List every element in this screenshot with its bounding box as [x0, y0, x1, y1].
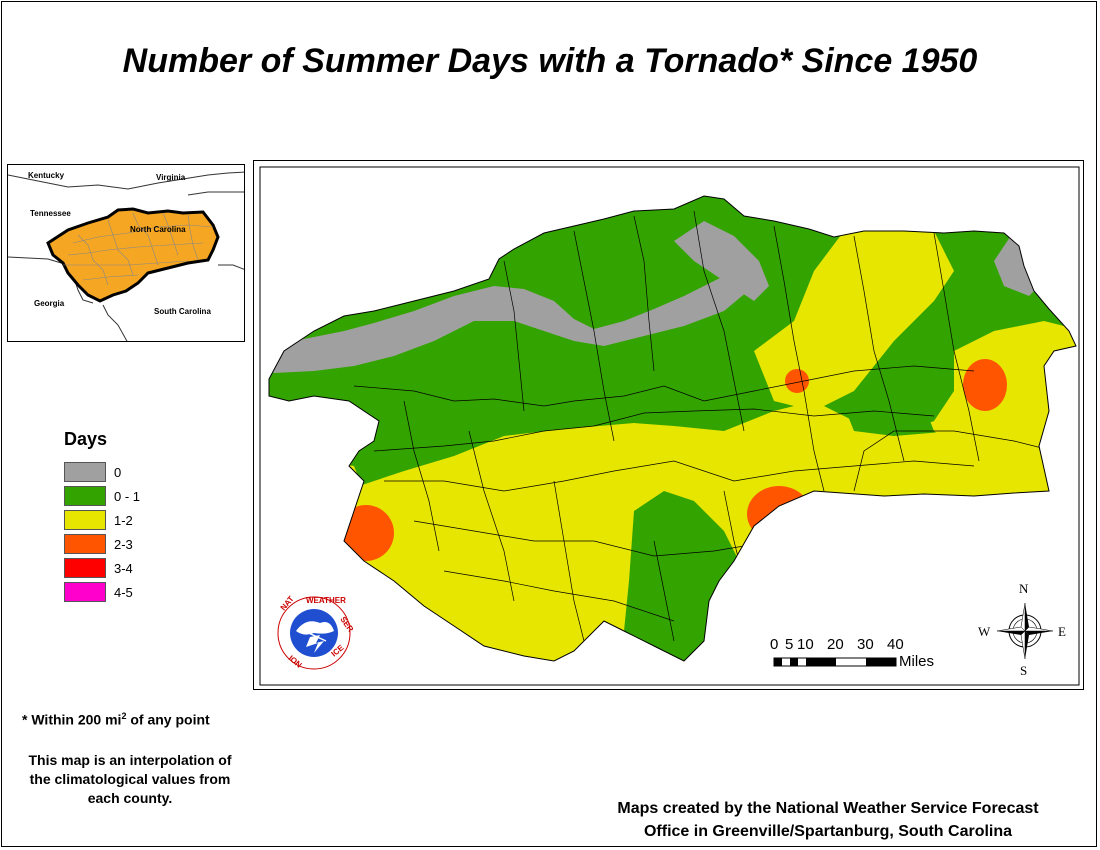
legend-label: 1-2 [114, 513, 133, 528]
inset-highlight-region [46, 207, 220, 303]
inset-label-kentucky: Kentucky [28, 171, 65, 180]
interpolation-note: This map is an interpolation of the clim… [10, 751, 250, 808]
compass-n-label: N [1019, 581, 1029, 596]
compass-w-label: W [978, 624, 991, 639]
scale-bar [773, 657, 897, 667]
legend-swatch [64, 582, 106, 602]
legend-swatch [64, 486, 106, 506]
main-map-svg: NAT WEATHER SER ION ICE [259, 166, 1080, 686]
scale-tick-10: 10 [797, 636, 814, 653]
legend-label: 0 [114, 465, 122, 480]
footnote-suffix: of any point [126, 711, 210, 728]
legend-swatch [64, 558, 106, 578]
interpolation-note-line2: the climatological values from [29, 771, 231, 787]
footnote-sup: 2 [121, 711, 127, 721]
legend-swatch [64, 534, 106, 554]
credit-line1: Maps created by the National Weather Ser… [617, 800, 1039, 817]
inset-label-georgia: Georgia [34, 299, 65, 308]
legend-label: 0 - 1 [114, 489, 141, 504]
credit-line2: Office in Greenville/Spartanburg, South … [643, 823, 1013, 840]
interpolation-note-line1: This map is an interpolation of [28, 752, 232, 768]
zone-0-days-west [269, 266, 754, 373]
compass-e-label: E [1058, 624, 1066, 639]
inset-map-svg [8, 171, 244, 341]
legend-swatch [64, 462, 106, 482]
zone-0-days-north [674, 221, 769, 301]
region-outline [268, 195, 1077, 662]
legend-label: 4-5 [114, 585, 133, 600]
scale-tick-30: 30 [857, 636, 874, 653]
inset-locator-map: Kentucky Virginia Tennessee North Caroli… [7, 164, 245, 342]
compass-rose [996, 602, 1054, 660]
scale-bar-unit: Miles [899, 653, 935, 670]
inset-county-lines [63, 212, 214, 286]
compass-s-label: S [1020, 663, 1028, 678]
footnote: * Within 200 mi2 of any point [22, 711, 210, 728]
scale-tick-40: 40 [887, 636, 904, 653]
legend-label: 2-3 [114, 537, 133, 552]
inset-label-virginia: Virginia [156, 173, 186, 182]
inset-label-north-carolina: North Carolina [130, 225, 186, 234]
legend-title: Days [64, 429, 108, 449]
nws-logo: NAT WEATHER SER ION ICE [277, 594, 355, 670]
main-map: NAT WEATHER SER ION ICE [253, 160, 1084, 690]
svg-text:WEATHER: WEATHER [306, 596, 346, 605]
county-boundaries [353, 210, 1055, 642]
scale-tick-20: 20 [827, 636, 844, 653]
inset-label-south-carolina: South Carolina [154, 307, 211, 316]
zone-1-2-days-east [754, 221, 954, 411]
inset-label-tennessee: Tennessee [30, 209, 71, 218]
legend-swatch [64, 510, 106, 530]
legend-label: 3-4 [114, 561, 133, 576]
zone-0-1-days-east-band [844, 331, 954, 436]
footnote-prefix: * Within 200 mi [22, 711, 122, 728]
credit: Maps created by the National Weather Ser… [560, 797, 1096, 843]
zone-2-3-days-west [338, 505, 394, 561]
scale-tick-0: 0 [770, 636, 779, 653]
zone-2-3-days-central [747, 486, 811, 542]
map-title: Number of Summer Days with a Tornado* Si… [122, 42, 978, 80]
scale-tick-5: 5 [785, 636, 794, 653]
interpolation-note-line3: each county. [87, 790, 173, 806]
zone-2-3-days-east [963, 359, 1007, 411]
